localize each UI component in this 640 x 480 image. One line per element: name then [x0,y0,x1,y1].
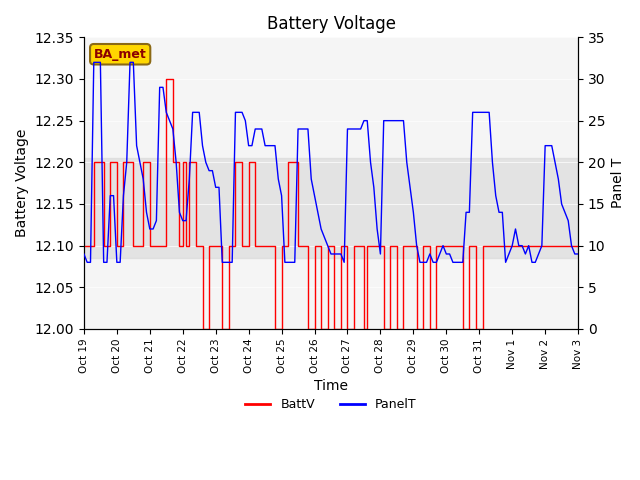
Bar [84,158,578,258]
Y-axis label: Battery Voltage: Battery Voltage [15,129,29,237]
X-axis label: Time: Time [314,379,348,393]
Text: BA_met: BA_met [94,48,147,61]
Y-axis label: Panel T: Panel T [611,158,625,208]
Title: Battery Voltage: Battery Voltage [266,15,396,33]
Legend: BattV, PanelT: BattV, PanelT [241,393,422,416]
